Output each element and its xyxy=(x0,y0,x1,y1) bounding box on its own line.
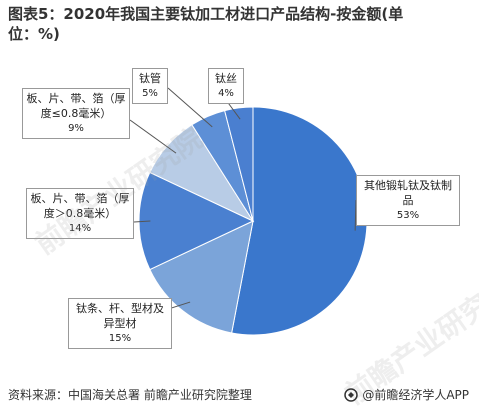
slice-label-bars-rods-profiles: 钛条、杆、型材及异型材 15% xyxy=(68,298,172,349)
pie-slice-2 xyxy=(149,220,254,334)
leader-line-4 xyxy=(129,119,177,154)
slice-label-titanium-wire: 钛丝 4% xyxy=(208,68,244,104)
slice-label-titanium-tube: 钛管 5% xyxy=(132,68,168,104)
leader-line-3 xyxy=(133,220,151,223)
pie-slice-3 xyxy=(138,171,255,271)
pie-slices xyxy=(138,106,368,336)
chart-title: 图表5：2020年我国主要钛加工材进口产品结构-按金额(单位：%) xyxy=(8,5,404,43)
source-note: 资料来源：中国海关总署 前瞻产业研究院整理 xyxy=(8,388,252,402)
brand-text: @前瞻经济学人APP xyxy=(362,388,469,402)
slice-label-plate-thin: 板、片、带、箔（厚度≤0.8毫米） 9% xyxy=(22,88,130,139)
pie-slice-6 xyxy=(224,106,254,222)
brand-credit: @前瞻经济学人APP xyxy=(344,386,469,403)
pie-slice-1 xyxy=(231,106,368,336)
brand-logo-icon xyxy=(344,387,359,402)
leader-line-5 xyxy=(167,87,213,128)
slice-label-other-forged-titanium: 其他锻轧钛及钛制品 53% xyxy=(356,175,460,226)
leader-line-1 xyxy=(354,199,357,231)
slice-label-plate-thick: 板、片、带、箔（厚度＞0.8毫米） 14% xyxy=(26,188,134,239)
